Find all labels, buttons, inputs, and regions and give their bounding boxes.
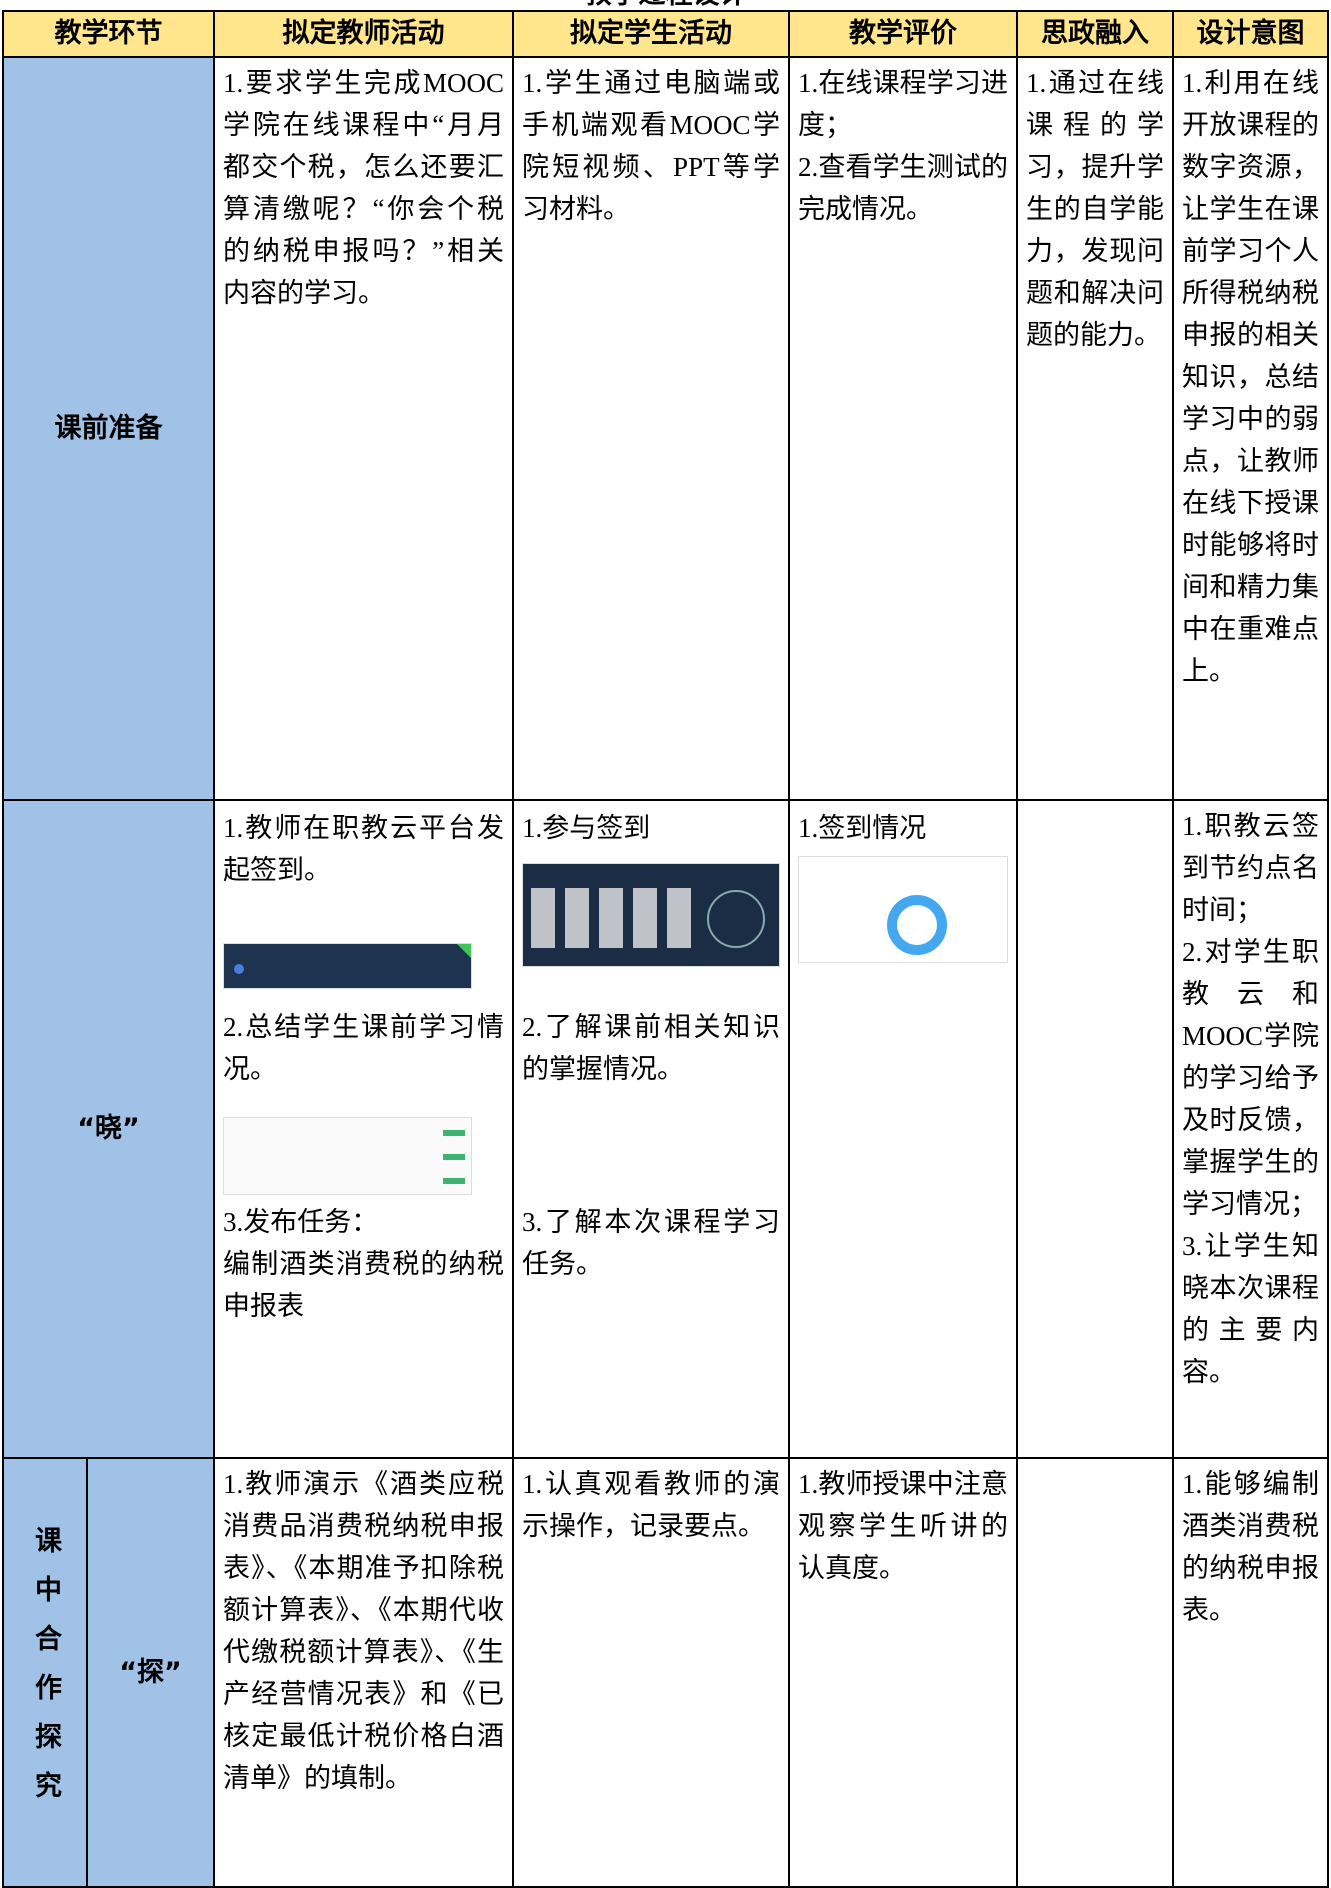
doc-title: 教学过程设计 [0, 0, 1331, 10]
cell: 1.能够编制酒类消费税的纳税申报表。 [1172, 1457, 1329, 1888]
header-cell: 设计意图 [1172, 10, 1329, 58]
para: 2.总结学生课前学习情况。 [223, 1012, 504, 1084]
header-cell: 教学环节 [2, 10, 215, 58]
row: “晓” 1.教师在职教云平台发起签到。 2.总结学生课前学习情况。 3.发布任务… [2, 799, 1329, 1459]
para: 2.查看学生测试的完成情况。 [798, 152, 1008, 224]
header-cell: 思政融入 [1016, 10, 1174, 58]
cell: 1.在线课程学习进度； 2.查看学生测试的完成情况。 [788, 56, 1018, 801]
para: 1.认真观看教师的演示操作，记录要点。 [522, 1469, 780, 1541]
process-table: 教学环节 拟定教师活动 拟定学生活动 教学评价 思政融入 设计意图 课前准备 1… [2, 10, 1329, 1888]
cell: 1.学生通过电脑端或手机端观看MOOC学院短视频、PPT等学习材料。 [512, 56, 790, 801]
stage-text: 课中合作探究 [30, 1525, 61, 1820]
para: 3.发布任务： [223, 1207, 379, 1237]
cell: 1.签到情况 [788, 799, 1018, 1459]
para: 3.让学生知晓本次课程的主要内容。 [1182, 1231, 1319, 1387]
screenshot [223, 1117, 472, 1195]
cell: 1.认真观看教师的演示操作，记录要点。 [512, 1457, 790, 1888]
para: 1.教师授课中注意观察学生听讲的认真度。 [798, 1469, 1008, 1583]
screenshot [798, 856, 1008, 963]
header-cell: 拟定教师活动 [213, 10, 514, 58]
screenshot [522, 863, 780, 967]
cell: 1.教师在职教云平台发起签到。 2.总结学生课前学习情况。 3.发布任务： 编制… [213, 799, 514, 1459]
cell: 1.利用在线开放课程的数字资源，让学生在课前学习个人所得税纳税申报的相关知识，总… [1172, 56, 1329, 801]
para: 2.了解课前相关知识的掌握情况。 [522, 1012, 780, 1084]
para: 1.教师在职教云平台发起签到。 [223, 813, 504, 885]
header-cell: 教学评价 [788, 10, 1018, 58]
cell: 1.通过在线课程的学习，提升学生的自学能力，发现问题和解决问题的能力。 [1016, 56, 1174, 801]
cell: 1.参与签到 2.了解课前相关知识的掌握情况。 3.了解本次课程学习任务。 [512, 799, 790, 1459]
para: 2.对学生职教云和MOOC学院的学习给予及时反馈，掌握学生的学习情况； [1182, 937, 1319, 1219]
row: 课前准备 1.要求学生完成MOOC学院在线课程中“月月都交个税，怎么还要汇算清缴… [2, 56, 1329, 801]
para: 1.能够编制酒类消费税的纳税申报表。 [1182, 1469, 1319, 1625]
row: 课中合作探究 “探” 1.教师演示《酒类应税消费品消费税纳税申报表》、《本期准予… [2, 1457, 1329, 1888]
para: 1.利用在线开放课程的数字资源，让学生在课前学习个人所得税纳税申报的相关知识，总… [1182, 68, 1319, 686]
para: 3.了解本次课程学习任务。 [522, 1207, 780, 1279]
cell: 1.职教云签到节约点名时间； 2.对学生职教云和MOOC学院的学习给予及时反馈，掌… [1172, 799, 1329, 1459]
para: 1.签到情况 [798, 813, 927, 843]
para: 1.在线课程学习进度； [798, 68, 1008, 140]
header-cell: 拟定学生活动 [512, 10, 790, 58]
para: 1.学生通过电脑端或手机端观看MOOC学院短视频、PPT等学习材料。 [522, 68, 780, 224]
para: 1.要求学生完成MOOC学院在线课程中“月月都交个税，怎么还要汇算清缴呢？“你会… [223, 68, 504, 308]
cell: 1.教师演示《酒类应税消费品消费税纳税申报表》、《本期准予扣除税额计算表》、《本… [213, 1457, 514, 1888]
cell [1016, 799, 1174, 1459]
para: 1.通过在线课程的学习，提升学生的自学能力，发现问题和解决问题的能力。 [1026, 68, 1164, 350]
cell: 1.要求学生完成MOOC学院在线课程中“月月都交个税，怎么还要汇算清缴呢？“你会… [213, 56, 514, 801]
cell [1016, 1457, 1174, 1888]
screenshot [223, 943, 472, 989]
stage-cell: 课中合作探究 [2, 1457, 88, 1888]
para: 编制酒类消费税的纳税申报表 [223, 1249, 504, 1321]
stage-cell: 课前准备 [2, 56, 215, 801]
header-row: 教学环节 拟定教师活动 拟定学生活动 教学评价 思政融入 设计意图 [2, 10, 1329, 58]
cell: 1.教师授课中注意观察学生听讲的认真度。 [788, 1457, 1018, 1888]
para: 1.职教云签到节约点名时间； [1182, 811, 1319, 925]
para: 1.参与签到 [522, 813, 651, 843]
substage-cell: “探” [86, 1457, 215, 1888]
para: 1.教师演示《酒类应税消费品消费税纳税申报表》、《本期准予扣除税额计算表》、《本… [223, 1469, 504, 1793]
stage-cell: “晓” [2, 799, 215, 1459]
